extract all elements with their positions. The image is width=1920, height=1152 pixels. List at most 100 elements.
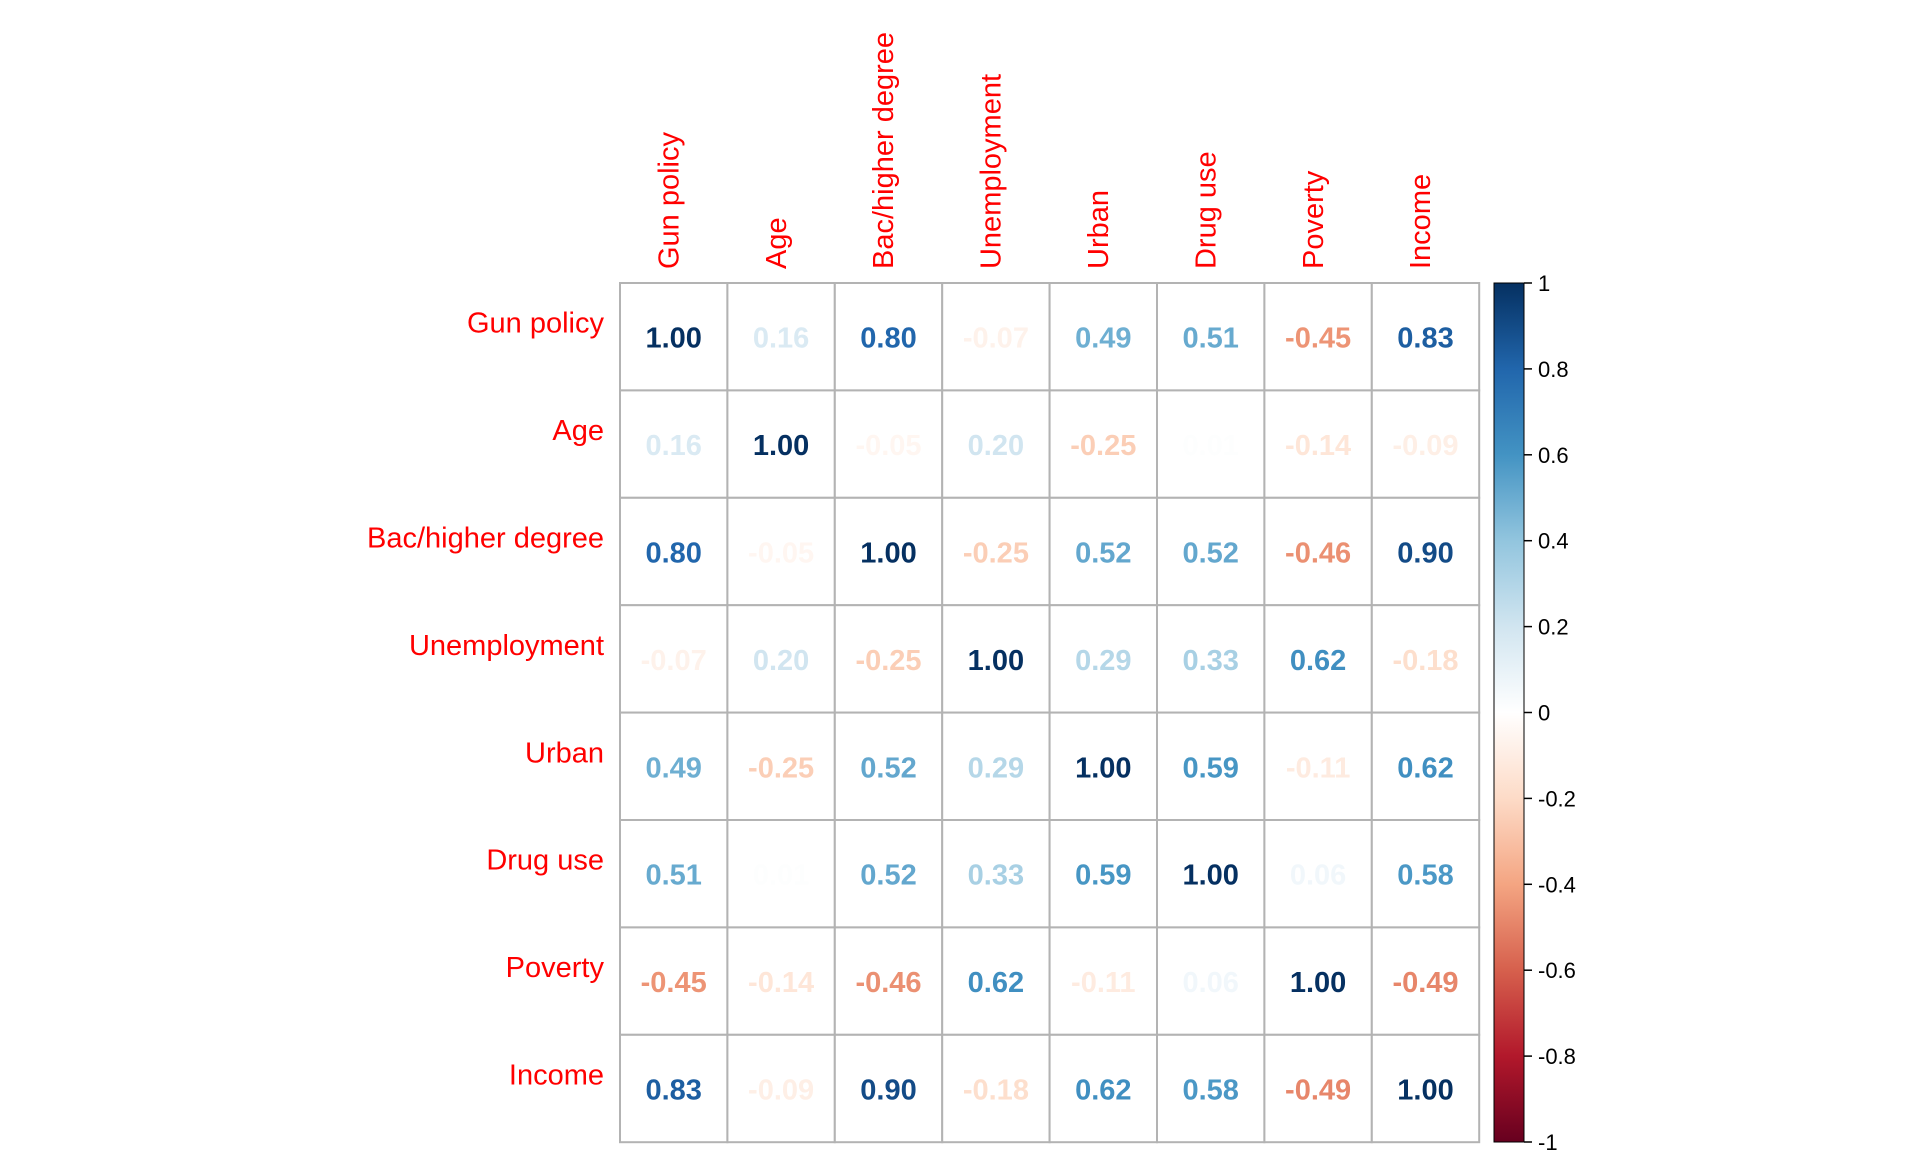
- value-urban-poverty: -0.11: [1286, 752, 1351, 784]
- grid-cell: [619, 496, 729, 607]
- value-bac-higher-degree-age: -0.05: [748, 538, 814, 570]
- value-income-poverty: -0.49: [1285, 1075, 1351, 1107]
- value-drug-use-drug-use: 1.00: [1182, 860, 1238, 892]
- value-unemployment-income: -0.18: [1392, 645, 1458, 677]
- value-income-drug-use: 0.58: [1182, 1075, 1238, 1107]
- col-label-drug-use: Drug use: [1190, 151, 1222, 269]
- grid-cell: [1370, 1033, 1481, 1144]
- value-drug-use-bac-higher-degree: 0.52: [860, 860, 916, 892]
- value-age-drug-use: 0.01: [1182, 430, 1238, 462]
- value-age-poverty: -0.14: [1285, 430, 1351, 462]
- value-bac-higher-degree-income: 0.90: [1397, 538, 1453, 570]
- value-gun-policy-bac-higher-degree: 0.80: [860, 323, 916, 355]
- colorbar-tick-label: -0.6: [1538, 958, 1576, 983]
- grid-cell: [1370, 389, 1481, 499]
- value-unemployment-urban: 0.29: [1075, 645, 1131, 677]
- value-urban-age: -0.25: [748, 752, 814, 784]
- row-label-poverty: Poverty: [506, 952, 605, 984]
- grid-cell: [619, 926, 729, 1036]
- value-poverty-age: -0.14: [748, 967, 814, 999]
- value-poverty-gun-policy: -0.45: [641, 967, 707, 999]
- grid-cell: [1263, 711, 1373, 821]
- col-label-poverty: Poverty: [1298, 170, 1330, 269]
- value-age-unemployment: 0.20: [968, 430, 1024, 462]
- grid-cell: [833, 819, 944, 929]
- value-drug-use-age: 0.01: [753, 860, 809, 892]
- grid-cell: [941, 604, 1051, 714]
- row-label-bac-higher-degree: Bac/higher degree: [367, 523, 604, 555]
- value-urban-unemployment: 0.29: [968, 752, 1024, 784]
- value-drug-use-gun-policy: 0.51: [645, 860, 701, 892]
- colorbar-tick-label: -1: [1538, 1130, 1558, 1152]
- value-gun-policy-unemployment: -0.07: [963, 323, 1029, 355]
- grid-cell: [1156, 496, 1266, 607]
- value-income-bac-higher-degree: 0.90: [860, 1075, 916, 1107]
- grid-cell: [1048, 819, 1158, 929]
- row-label-income: Income: [509, 1060, 604, 1092]
- value-poverty-poverty: 1.00: [1290, 967, 1346, 999]
- grid-cell: [1370, 926, 1481, 1036]
- grid-cell: [941, 496, 1051, 607]
- value-age-age: 1.00: [753, 430, 809, 462]
- grid-cell: [1156, 1033, 1266, 1144]
- grid-cell: [1156, 926, 1266, 1036]
- grid-cell: [726, 282, 836, 392]
- grid-cell: [1370, 711, 1481, 821]
- grid-cell: [1263, 604, 1373, 714]
- grid-cell: [833, 282, 944, 392]
- value-gun-policy-age: 0.16: [753, 323, 809, 355]
- grid-cell: [1156, 282, 1266, 392]
- value-age-urban: -0.25: [1070, 430, 1136, 462]
- value-urban-income: 0.62: [1397, 752, 1453, 784]
- value-bac-higher-degree-urban: 0.52: [1075, 538, 1131, 570]
- value-unemployment-bac-higher-degree: -0.25: [855, 645, 921, 677]
- grid-cell: [619, 282, 729, 392]
- col-label-gun-policy: Gun policy: [653, 131, 685, 269]
- grid-cell: [619, 1033, 729, 1144]
- value-gun-policy-urban: 0.49: [1075, 323, 1131, 355]
- grid-cell: [1263, 926, 1373, 1036]
- colorbar: [1493, 282, 1525, 1143]
- value-bac-higher-degree-gun-policy: 0.80: [645, 538, 701, 570]
- grid-cell: [1370, 819, 1481, 929]
- grid-cell: [941, 711, 1051, 821]
- colorbar-tick-label: -0.8: [1538, 1044, 1576, 1069]
- grid-cell: [1263, 819, 1373, 929]
- row-label-age: Age: [552, 415, 604, 447]
- grid-cell: [833, 496, 944, 607]
- grid-cell: [1370, 282, 1481, 392]
- row-label-gun-policy: Gun policy: [467, 308, 605, 340]
- value-gun-policy-gun-policy: 1.00: [645, 323, 701, 355]
- grid-cell: [1263, 496, 1373, 607]
- value-income-income: 1.00: [1397, 1075, 1453, 1107]
- col-label-urban: Urban: [1083, 190, 1115, 269]
- row-label-drug-use: Drug use: [486, 845, 604, 877]
- grid-cell: [1048, 496, 1158, 607]
- row-label-unemployment: Unemployment: [409, 630, 604, 662]
- value-poverty-bac-higher-degree: -0.46: [855, 967, 921, 999]
- grid-cell: [1048, 604, 1158, 714]
- value-income-unemployment: -0.18: [963, 1075, 1029, 1107]
- value-urban-drug-use: 0.59: [1182, 752, 1238, 784]
- grid-cell: [726, 389, 836, 499]
- value-age-gun-policy: 0.16: [645, 430, 701, 462]
- grid-cell: [726, 926, 836, 1036]
- value-gun-policy-poverty: -0.45: [1285, 323, 1351, 355]
- value-bac-higher-degree-unemployment: -0.25: [963, 538, 1029, 570]
- value-unemployment-drug-use: 0.33: [1182, 645, 1238, 677]
- col-label-income: Income: [1405, 174, 1437, 269]
- grid-cell: [1048, 711, 1158, 821]
- value-poverty-income: -0.49: [1392, 967, 1458, 999]
- grid-cell: [941, 389, 1051, 499]
- value-unemployment-poverty: 0.62: [1290, 645, 1346, 677]
- value-unemployment-unemployment: 1.00: [968, 645, 1024, 677]
- grid-cell: [833, 1033, 944, 1144]
- value-income-urban: 0.62: [1075, 1075, 1131, 1107]
- grid-cell: [1156, 389, 1266, 499]
- value-unemployment-gun-policy: -0.07: [641, 645, 707, 677]
- value-bac-higher-degree-poverty: -0.46: [1285, 538, 1351, 570]
- value-gun-policy-income: 0.83: [1397, 323, 1453, 355]
- value-unemployment-age: 0.20: [753, 645, 809, 677]
- grid-cell: [1048, 926, 1158, 1036]
